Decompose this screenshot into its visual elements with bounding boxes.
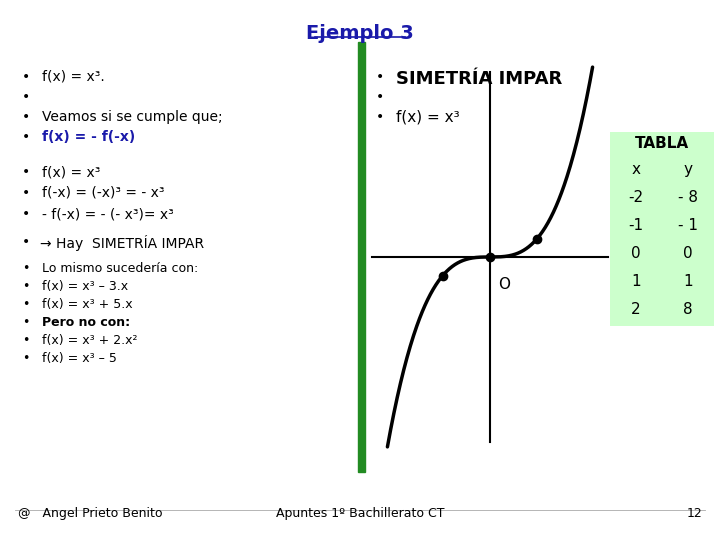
Text: 1: 1 xyxy=(631,274,641,289)
Text: •: • xyxy=(376,110,384,124)
Bar xyxy=(610,132,714,326)
Text: •: • xyxy=(22,280,30,293)
Text: -1: -1 xyxy=(629,218,644,233)
Text: •: • xyxy=(22,70,30,84)
Text: f(x) = x³: f(x) = x³ xyxy=(42,165,100,179)
Text: f(x) = x³ + 5.x: f(x) = x³ + 5.x xyxy=(42,298,132,311)
Text: y: y xyxy=(683,162,693,177)
Text: → Hay  SIMETRÍA IMPAR: → Hay SIMETRÍA IMPAR xyxy=(40,235,204,251)
Text: f(x) = x³ – 3.x: f(x) = x³ – 3.x xyxy=(42,280,128,293)
Text: f(x) = x³ – 5: f(x) = x³ – 5 xyxy=(42,352,117,365)
Text: •: • xyxy=(376,70,384,84)
Text: x: x xyxy=(631,162,641,177)
Text: •: • xyxy=(22,262,30,275)
Text: 8: 8 xyxy=(683,302,693,317)
Text: 12: 12 xyxy=(686,507,702,520)
Text: Apuntes 1º Bachillerato CT: Apuntes 1º Bachillerato CT xyxy=(276,507,444,520)
Text: Veamos si se cumple que;: Veamos si se cumple que; xyxy=(42,110,222,124)
Text: Pero no con:: Pero no con: xyxy=(42,316,130,329)
Text: TABLA: TABLA xyxy=(635,136,689,151)
Text: •: • xyxy=(22,235,30,249)
Text: f(x) = x³.: f(x) = x³. xyxy=(42,70,104,84)
Text: @   Angel Prieto Benito: @ Angel Prieto Benito xyxy=(18,507,163,520)
Text: •: • xyxy=(22,130,30,144)
Text: •: • xyxy=(22,165,30,179)
Text: •: • xyxy=(22,90,30,104)
Text: •: • xyxy=(22,298,30,311)
Text: 0: 0 xyxy=(683,246,693,261)
Text: •: • xyxy=(22,186,30,200)
Text: •: • xyxy=(22,110,30,124)
Text: •: • xyxy=(376,90,384,104)
Text: - f(-x) = - (- x³)= x³: - f(-x) = - (- x³)= x³ xyxy=(42,207,174,221)
Text: f(-x) = (-x)³ = - x³: f(-x) = (-x)³ = - x³ xyxy=(42,186,164,200)
Text: SIMETRÍA IMPAR: SIMETRÍA IMPAR xyxy=(396,70,562,88)
Text: f(x) = - f(-x): f(x) = - f(-x) xyxy=(42,130,135,144)
Text: Lo mismo sucedería con:: Lo mismo sucedería con: xyxy=(42,262,198,275)
Bar xyxy=(358,42,365,472)
Text: - 1: - 1 xyxy=(678,218,698,233)
Text: •: • xyxy=(22,207,30,221)
Text: - 8: - 8 xyxy=(678,190,698,205)
Text: 1: 1 xyxy=(683,274,693,289)
Text: Ejemplo 3: Ejemplo 3 xyxy=(306,24,414,43)
Text: -2: -2 xyxy=(629,190,644,205)
Text: •: • xyxy=(22,352,30,365)
Text: •: • xyxy=(22,334,30,347)
Text: f(x) = x³ + 2.x²: f(x) = x³ + 2.x² xyxy=(42,334,138,347)
Text: f(x) = x³: f(x) = x³ xyxy=(396,110,459,125)
Text: O: O xyxy=(498,277,510,292)
Text: 2: 2 xyxy=(631,302,641,317)
Text: 0: 0 xyxy=(631,246,641,261)
Text: •: • xyxy=(22,316,30,329)
